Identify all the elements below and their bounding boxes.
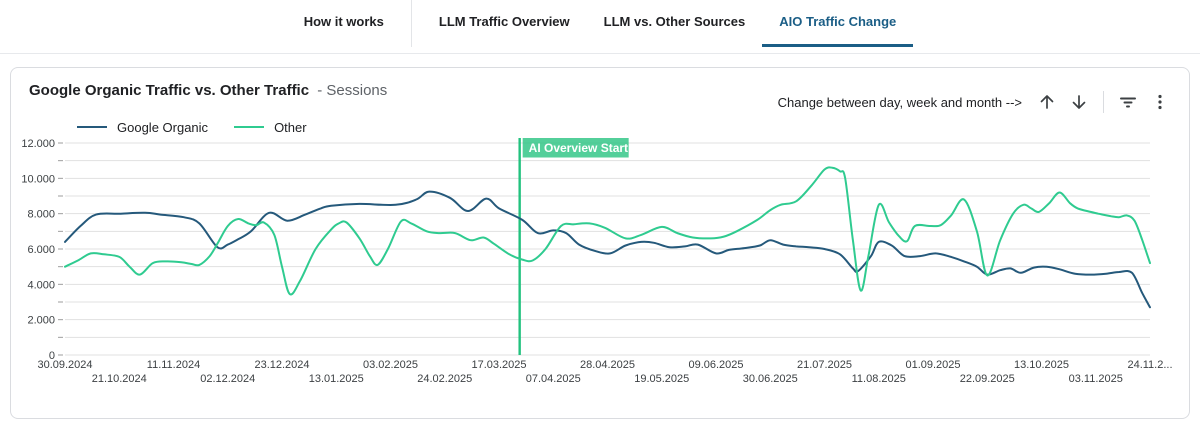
x-axis-label: 01.09.2025 [905, 359, 960, 371]
chart-legend: Google Organic Other [11, 113, 1189, 136]
arrow-up-button[interactable] [1036, 91, 1058, 113]
x-axis-label: 30.06.2025 [743, 373, 798, 385]
y-axis-label: 2.000 [27, 315, 55, 327]
chart-title-subtitle: - Sessions [317, 82, 388, 99]
kebab-menu-icon [1158, 94, 1162, 110]
chart-controls: Change between day, week and month --> [778, 91, 1171, 113]
series-line-google-organic [64, 190, 1151, 309]
kebab-menu-button[interactable] [1149, 91, 1171, 113]
x-axis-label: 19.05.2025 [634, 373, 689, 385]
card-header: Google Organic Traffic vs. Other Traffic… [11, 68, 1189, 113]
x-axis-label: 17.03.2025 [471, 359, 526, 371]
x-axis-label: 21.10.2024 [92, 373, 147, 385]
x-axis-label: 30.09.2024 [37, 359, 92, 371]
x-axis-label: 21.07.2025 [797, 359, 852, 371]
legend-label-other: Other [274, 119, 307, 135]
x-axis-label: 24.11.2... [1127, 359, 1172, 371]
chart-title-main: Google Organic Traffic vs. Other Traffic [29, 82, 310, 99]
controls-divider [1103, 91, 1104, 113]
x-axis-label: 23.12.2024 [254, 359, 309, 371]
tab-bar: How it works LLM Traffic Overview LLM vs… [0, 0, 1200, 54]
tab-how-it-works[interactable]: How it works [303, 14, 384, 29]
chart-title: Google Organic Traffic vs. Other Traffic… [29, 81, 387, 101]
x-axis-label: 22.09.2025 [960, 373, 1015, 385]
ai-overview-start-flag [522, 138, 629, 158]
traffic-line-chart[interactable]: 0 2.000 4.000 6.000 8.000 10.000 12.000 30.09.2… [11, 138, 1189, 390]
x-axis-label: 03.11.2025 [1069, 373, 1123, 385]
legend-item-other[interactable]: Other [234, 120, 307, 135]
tab-strip: How it works LLM Traffic Overview LLM vs… [287, 0, 914, 47]
filter-button[interactable] [1117, 91, 1139, 113]
arrow-up-icon [1040, 95, 1054, 109]
tab-divider [410, 0, 412, 47]
chart-card: Google Organic Traffic vs. Other Traffic… [10, 67, 1190, 419]
x-axis-label: 13.10.2025 [1014, 359, 1069, 371]
y-axis-label: 12.000 [21, 138, 55, 150]
x-axis-label: 11.08.2025 [852, 373, 906, 385]
x-axis-label: 09.06.2025 [688, 359, 743, 371]
legend-swatch-other [234, 126, 265, 128]
y-axis-label: 10.000 [21, 173, 55, 185]
tab-aio-traffic-change[interactable]: AIO Traffic Change [762, 0, 914, 47]
x-axis-label: 13.01.2025 [309, 373, 364, 385]
y-axis-label: 4.000 [27, 279, 55, 291]
arrow-down-button[interactable] [1068, 91, 1090, 113]
x-axis-label: 03.02.2025 [363, 359, 418, 371]
y-axis-label: 0 [49, 350, 55, 362]
legend-swatch-google-organic [77, 126, 107, 128]
x-axis-label: 07.04.2025 [526, 373, 581, 385]
x-axis-label: 24.02.2025 [417, 373, 472, 385]
series-line-other [64, 166, 1151, 296]
arrow-down-icon [1072, 95, 1086, 109]
granularity-hint: Change between day, week and month --> [777, 94, 1022, 110]
filter-icon [1120, 97, 1136, 108]
x-axis-label: 11.11.2024 [147, 359, 200, 371]
tab-llm-vs-other-sources[interactable]: LLM vs. Other Sources [603, 14, 746, 29]
legend-item-google-organic[interactable]: Google Organic [77, 120, 208, 135]
ai-overview-start-label: AI Overview Start [529, 141, 628, 155]
legend-label-google-organic: Google Organic [117, 119, 209, 135]
x-axis-label: 02.12.2024 [200, 373, 255, 385]
y-axis-label: 8.000 [27, 209, 55, 221]
y-axis-label: 6.000 [27, 244, 55, 256]
tab-llm-traffic-overview[interactable]: LLM Traffic Overview [438, 14, 570, 29]
x-axis-label: 28.04.2025 [580, 359, 635, 371]
